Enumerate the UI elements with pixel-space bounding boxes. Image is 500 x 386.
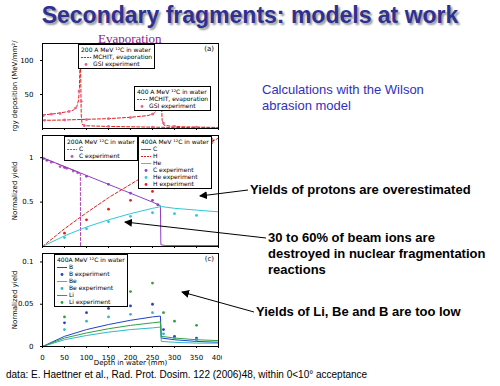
html-text:Secondary fragments: models at: Secondary fragments: models at work — [41, 2, 459, 28]
svg-text:0.05: 0.05 — [18, 300, 34, 308]
svg-text:50: 50 — [25, 91, 34, 99]
svg-text:Normalized yield: Normalized yield — [11, 271, 19, 330]
html-text:C: C — [153, 145, 158, 152]
html-text:C: C — [79, 145, 84, 152]
html-text:MCHIT, evaporation: MCHIT, evaporation — [93, 53, 153, 60]
svg-text:0: 0 — [40, 354, 44, 362]
html-text:C experiment: C experiment — [153, 166, 194, 173]
html-text:200A MeV ¹²C in water: 200A MeV ¹²C in water — [67, 138, 135, 145]
svg-text:100: 100 — [80, 354, 93, 362]
html-text:Be experiment: Be experiment — [69, 284, 114, 291]
html-text:Yields of Li, Be and B are too: Yields of Li, Be and B are too low — [256, 304, 461, 319]
html-text:(a): (a) — [204, 45, 214, 53]
html-text:MCHIT, evaporation: MCHIT, evaporation — [149, 95, 209, 102]
html-text:400 A MeV ¹²C in water: 400 A MeV ¹²C in water — [137, 88, 207, 95]
html-text:Calculations with the Wilson a: Calculations with the Wilson abrasion mo… — [262, 82, 424, 113]
svg-text:100: 100 — [20, 57, 33, 65]
html-text:data: E. Haettner et al., Rad.: data: E. Haettner et al., Rad. Prot. Dos… — [6, 369, 368, 380]
svg-text:0: 0 — [29, 343, 33, 351]
html-text:400A MeV ¹²C in water: 400A MeV ¹²C in water — [141, 138, 209, 145]
svg-text:0.1: 0.1 — [22, 258, 33, 266]
html-text:H: H — [153, 152, 158, 159]
html-text:Li: Li — [69, 291, 74, 298]
html-text:Yields of protons are overesti: Yields of protons are overestimated — [250, 182, 471, 197]
html-text:200 A MeV ¹²C in water: 200 A MeV ¹²C in water — [81, 46, 151, 53]
html-text:(c): (c) — [204, 255, 214, 263]
svg-text:Energy deposition (MeV/mm²/ion: Energy deposition (MeV/mm²/ion) — [11, 40, 19, 132]
html-text:He: He — [153, 159, 162, 166]
svg-text:300: 300 — [168, 354, 181, 362]
html-text:B: B — [69, 263, 74, 270]
svg-text:1: 1 — [29, 154, 33, 162]
html-text:Evaporation: Evaporation — [98, 31, 162, 46]
html-text:H experiment: H experiment — [153, 180, 194, 187]
html-text:Li experiment: Li experiment — [69, 298, 111, 305]
html-text:B experiment: B experiment — [69, 270, 110, 277]
html-text:Be: Be — [69, 277, 77, 284]
svg-text:350: 350 — [190, 354, 203, 362]
html-text:C experiment: C experiment — [79, 152, 120, 159]
svg-text:400: 400 — [212, 354, 222, 362]
svg-text:0.5: 0.5 — [22, 198, 33, 206]
svg-text:50: 50 — [60, 354, 69, 362]
html-text:400A MeV ¹²C in water: 400A MeV ¹²C in water — [57, 256, 125, 263]
svg-text:Depth in water (mm): Depth in water (mm) — [94, 359, 168, 367]
html-text:GSI experiment: GSI experiment — [149, 102, 196, 109]
html-text:He experiment: He experiment — [153, 173, 198, 180]
html-text:(b): (b) — [204, 137, 214, 145]
html-text:GSI experiment: GSI experiment — [93, 60, 140, 67]
html-text:30 to 60% of beam ions are des: 30 to 60% of beam ions are destroyed in … — [268, 230, 486, 277]
svg-text:Normalized yield: Normalized yield — [11, 162, 19, 221]
